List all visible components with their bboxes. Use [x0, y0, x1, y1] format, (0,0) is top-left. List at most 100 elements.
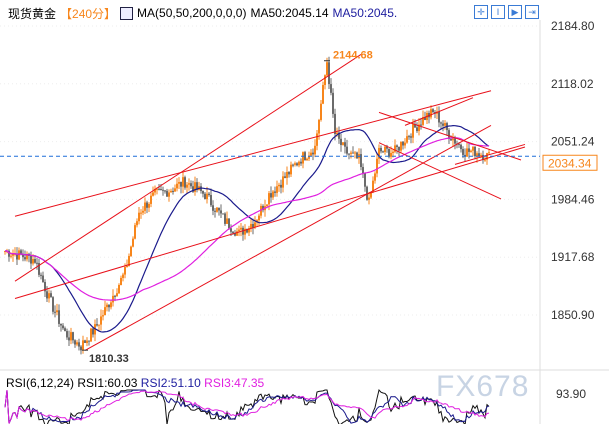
candle-body: [450, 139, 452, 141]
rsi3-value: RSI3:47.35: [204, 376, 265, 390]
candle-body: [248, 228, 250, 233]
rsi-header: RSI(6,12,24) RSI1:60.03 RSI2:51.10 RSI3:…: [6, 376, 264, 390]
period-label[interactable]: 【240分】: [60, 6, 117, 21]
candle-body: [258, 215, 260, 221]
candle-body: [174, 188, 176, 192]
candle-body: [120, 277, 122, 285]
candle-body: [228, 218, 230, 229]
candle-body: [380, 147, 382, 152]
candle-body: [156, 188, 158, 190]
candle-body: [90, 328, 92, 342]
candle-body: [172, 190, 174, 192]
candle-body: [46, 291, 48, 299]
candle-body: [142, 210, 144, 213]
candle-body: [472, 146, 474, 151]
candle-body: [152, 192, 154, 196]
indicator-icon[interactable]: [120, 6, 134, 20]
candle-body: [294, 163, 296, 165]
candle-body: [114, 295, 116, 297]
candle-body: [220, 210, 222, 214]
trendline: [378, 142, 502, 200]
candle-body: [326, 62, 328, 76]
candle-body: [76, 342, 78, 345]
candle-body: [420, 124, 422, 126]
candle-body: [458, 143, 460, 145]
candle-body: [240, 227, 242, 230]
candle-body: [482, 154, 484, 160]
candle-body: [150, 195, 152, 204]
candle-body: [50, 293, 52, 298]
candle-body: [132, 238, 134, 247]
candle-body: [188, 183, 190, 185]
candle-body: [206, 193, 208, 200]
y-tick-label: 1984.46: [551, 192, 595, 206]
candle-body: [300, 161, 302, 164]
candle-body: [272, 191, 274, 198]
candle-body: [278, 184, 280, 187]
candle-body: [130, 246, 132, 256]
candle-body: [360, 154, 362, 168]
candle-body: [102, 315, 104, 317]
candle-body: [106, 304, 108, 308]
candle-body: [410, 136, 412, 138]
candle-body: [44, 281, 46, 292]
candle-body: [8, 250, 10, 257]
candle-body: [196, 182, 198, 190]
candle-body: [402, 141, 404, 146]
candle-body: [336, 132, 338, 135]
candle-body: [74, 340, 76, 345]
candle-body: [430, 109, 432, 118]
candle-body: [290, 164, 292, 175]
ma50-line: [4, 125, 490, 333]
candle-body: [454, 138, 456, 144]
candle-body: [356, 152, 358, 159]
candle-body: [126, 266, 128, 268]
candle-body: [282, 176, 284, 188]
candle-body: [448, 130, 450, 140]
candle-body: [452, 138, 454, 141]
last-price-label: 2034.34: [548, 156, 592, 170]
candle-body: [378, 147, 380, 159]
candle-body: [390, 152, 392, 157]
candle-body: [368, 197, 370, 200]
candle-body: [404, 142, 406, 146]
zoom-fit-icon[interactable]: I: [491, 5, 505, 19]
candle-body: [274, 191, 276, 193]
candle-body: [340, 138, 342, 145]
candle-body: [468, 148, 470, 152]
candle-body: [170, 190, 172, 193]
candle-body: [322, 84, 324, 104]
y-tick-label: 1917.68: [551, 250, 595, 264]
exit-icon[interactable]: ⇥: [525, 5, 539, 19]
candle-body: [122, 274, 124, 278]
candle-body: [64, 328, 66, 332]
ma-params[interactable]: MA(50,50,200,0,0,0): [137, 6, 247, 20]
candle-body: [422, 116, 424, 125]
trendline: [14, 90, 492, 217]
candle-body: [364, 173, 366, 187]
candle-body: [440, 122, 442, 124]
candle-body: [234, 233, 236, 236]
rsi2-line: [4, 389, 490, 424]
candle-body: [302, 152, 304, 164]
candle-body: [162, 189, 164, 191]
candle-body: [40, 274, 42, 276]
candle-body: [488, 152, 490, 154]
candle-body: [460, 144, 462, 150]
candle-body: [342, 142, 344, 145]
trendline: [404, 97, 474, 126]
candle-body: [424, 116, 426, 120]
candle-body: [144, 202, 146, 211]
candle-body: [382, 151, 384, 153]
candle-body: [254, 222, 256, 228]
candle-body: [154, 188, 156, 193]
candle-body: [252, 223, 254, 228]
play-icon[interactable]: ▶: [508, 5, 522, 19]
candle-body: [312, 152, 314, 155]
candle-body: [462, 149, 464, 155]
candle-body: [418, 124, 420, 132]
candle-body: [386, 146, 388, 149]
candle-body: [334, 113, 336, 135]
crosshair-icon[interactable]: ✛: [474, 5, 488, 19]
